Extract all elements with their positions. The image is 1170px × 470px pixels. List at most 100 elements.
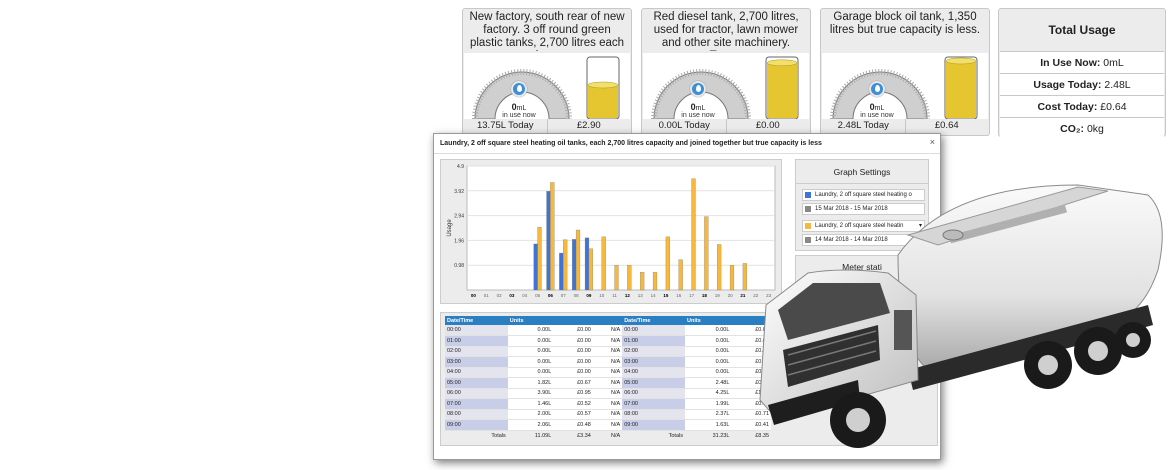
x-tick-label: 13 [638,293,644,298]
x-tick-label: 08 [574,293,580,298]
co2-row: CO₂: 0kg [1000,117,1164,139]
tank-card-1[interactable]: New factory, south rear of new factory. … [462,8,632,136]
table-cell: 08:00 [445,409,508,420]
bar [572,239,577,291]
table-cell: 0.00L [507,356,554,368]
table-cell: 0.00L [507,346,554,357]
gauge-sub: in use now [681,112,715,119]
tank-cost: £2.90 [546,119,631,133]
table-row: 07:00 1.46L £0.52 N/A 07:00 1.99L £0.73 [445,398,771,410]
water-drop-icon [690,81,706,97]
table-cell: £0.00 [553,367,593,378]
x-tick-label: 04 [522,293,528,298]
plot-area [466,165,776,291]
table-cell: 1.99L [685,398,732,410]
x-tick-label: 02 [497,293,503,298]
x-tick-label: 22 [753,293,759,298]
table-cell: 01:00 [622,335,685,347]
bar [588,248,593,291]
water-drop-icon [869,81,885,97]
series1-name: Laundry, 2 off square steel heating o [815,192,912,198]
tank-card-2[interactable]: Red diesel tank, 2,700 litres, used for … [641,8,811,136]
table-cell: 0.00L [685,356,732,368]
bar [704,216,709,291]
calendar-icon [805,237,811,243]
tank-today: 13.75L Today [476,120,534,131]
table-cell: 2.00L [507,409,554,420]
table-cell: £0.00 [731,335,771,347]
table-cell: £0.00 [731,346,771,357]
gauge-dial [472,69,572,120]
table-cell: 02:00 [622,346,685,357]
bar [584,237,590,291]
y-axis-label: Usage [447,219,453,237]
tank-description: Garage block oil tank, 1,350 litres but … [829,11,981,36]
x-tick-label: 07 [561,293,567,298]
table-cell: £0.73 [731,398,771,410]
tank-cost: £0.64 [904,119,989,133]
series1-select[interactable]: Laundry, 2 off square steel heating o [802,189,925,201]
gauge-value: 0 [690,102,696,112]
gauge-unit: mL [516,105,527,112]
table-row: 02:00 0.00L £0.00 N/A 02:00 0.00L £0.00 [445,346,771,357]
table-row: 04:000.00L£0.00N/A04:000.00L£0.00 [445,367,771,378]
bar [614,265,619,291]
co2-value: 0kg [1086,123,1104,135]
table-row: 09:00 2.06L £0.48 N/A 09:00 1.63L £0.41 [445,419,771,431]
gauge-dial [651,69,751,120]
table-body: 00:00 0.00L £0.00 N/A 00:00 0.00L £0.00 01:00 0.… [445,325,771,441]
x-tick-label: 20 [728,293,734,298]
table-cell: 09:00 [445,419,508,431]
series2-select[interactable]: Laundry, 2 off square steel heatin ▾ [802,220,925,232]
series1-dates: 15 Mar 2018 - 15 Mar 2018 [815,206,888,212]
gauge-sub: in use now [860,112,894,119]
bar [575,229,581,291]
total-usage-card: Total Usage In Use Now: 0mL Usage Today:… [998,8,1166,139]
table-cell: N/A [592,409,623,420]
tank-gauge-area: 0mL in use now [643,53,809,125]
tank-today: 0.00L Today [658,120,710,131]
x-tick-label: 01 [484,293,490,298]
tank-card-3[interactable]: Garage block oil tank, 1,350 litres but … [820,8,990,136]
totals-cell: 11.09L [507,430,554,441]
gauge-value: 0 [511,102,517,112]
usage-chart-panel: 0.98 1.96 2.94 3.92 4.9 Usage 00 01 02 03 04 05 06 07… [440,159,782,304]
fuel-tanker-truck-image [759,184,1163,448]
bar [678,259,683,291]
bar [559,252,564,291]
table-cell: N/A [592,346,623,357]
table-cell: 1.46L [507,398,554,410]
totals-cell: Totals [445,430,508,441]
table-cell: 1.82L [507,377,554,389]
x-tick-label: 06 [548,293,554,298]
table-cell: N/A [592,377,623,389]
table-cell: £0.00 [553,335,593,347]
bar [627,265,632,291]
usage-table: Date/Time Units Date/Time Units 00:00 0.0… [445,316,771,441]
table-cell: 00:00 [445,325,508,336]
table-row: 00:00 0.00L £0.00 N/A 00:00 0.00L £0.00 [445,325,771,336]
table-cell: N/A [592,419,623,431]
table-cell: 2.37L [685,409,732,420]
series1-date-range[interactable]: 15 Mar 2018 - 15 Mar 2018 [802,203,925,215]
table-cell: £0.52 [553,398,593,410]
x-tick-label: 23 [766,293,772,298]
table-cell: 0.00L [685,335,732,347]
cost-today-row: Cost Today: £0.64 [1000,95,1164,117]
bar [665,236,670,291]
table-cell: 09:00 [622,419,685,431]
totals-row: Totals 11.09L £3.34 N/A Totals 31.23L £8.35 [445,430,771,441]
table-cell: £0.95 [553,388,593,399]
table-cell: N/A [592,398,623,410]
table-cell: 2.48L [685,377,732,389]
close-icon[interactable]: × [929,137,935,147]
meter-stats-title: Meter stati [842,262,882,272]
usage-today-row: Usage Today: 2.48L [1000,73,1164,95]
y-tick-label: 2.94 [454,214,464,220]
x-tick-label: 03 [509,293,515,298]
table-cell: 08:00 [622,409,685,420]
bar [546,191,551,291]
bar [652,272,658,291]
graph-settings-panel: Graph Settings Laundry, 2 off square ste… [795,159,929,251]
table-cell: N/A [592,325,623,336]
